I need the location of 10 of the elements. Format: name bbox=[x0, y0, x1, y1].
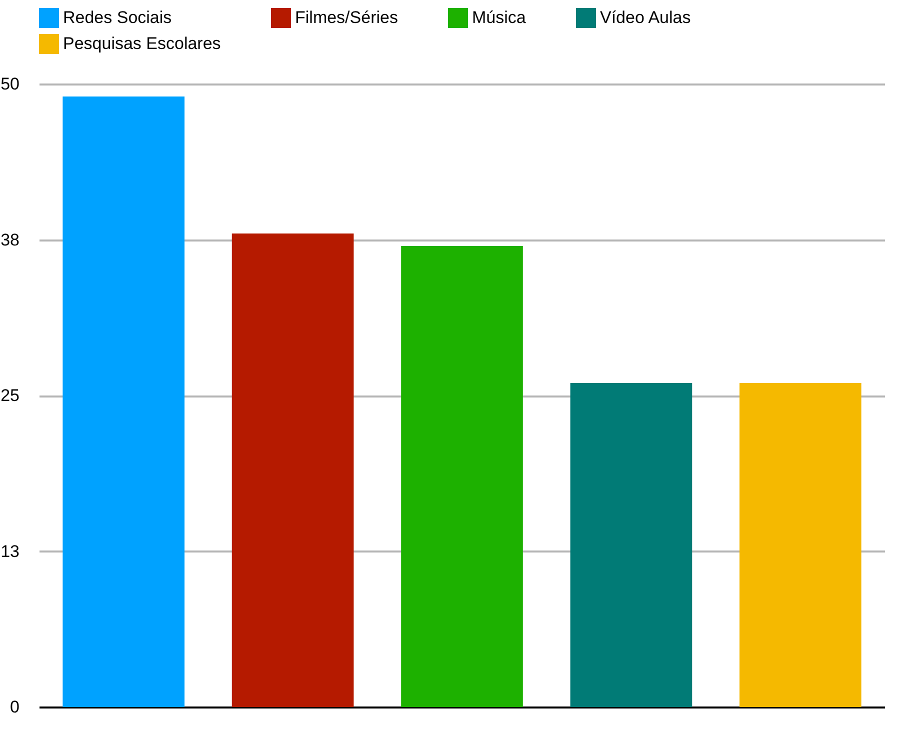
legend-label: Vídeo Aulas bbox=[600, 8, 691, 27]
y-tick-label: 13 bbox=[0, 542, 20, 561]
y-tick-label: 25 bbox=[0, 386, 20, 405]
legend-label: Música bbox=[472, 8, 526, 27]
legend-label: Pesquisas Escolares bbox=[63, 34, 221, 53]
legend-label: Filmes/Séries bbox=[295, 8, 398, 27]
y-tick-label: 0 bbox=[10, 698, 20, 716]
y-tick-label: 38 bbox=[0, 230, 20, 250]
y-tick-label: 50 bbox=[0, 74, 20, 94]
legend-label: Redes Sociais bbox=[63, 8, 172, 27]
